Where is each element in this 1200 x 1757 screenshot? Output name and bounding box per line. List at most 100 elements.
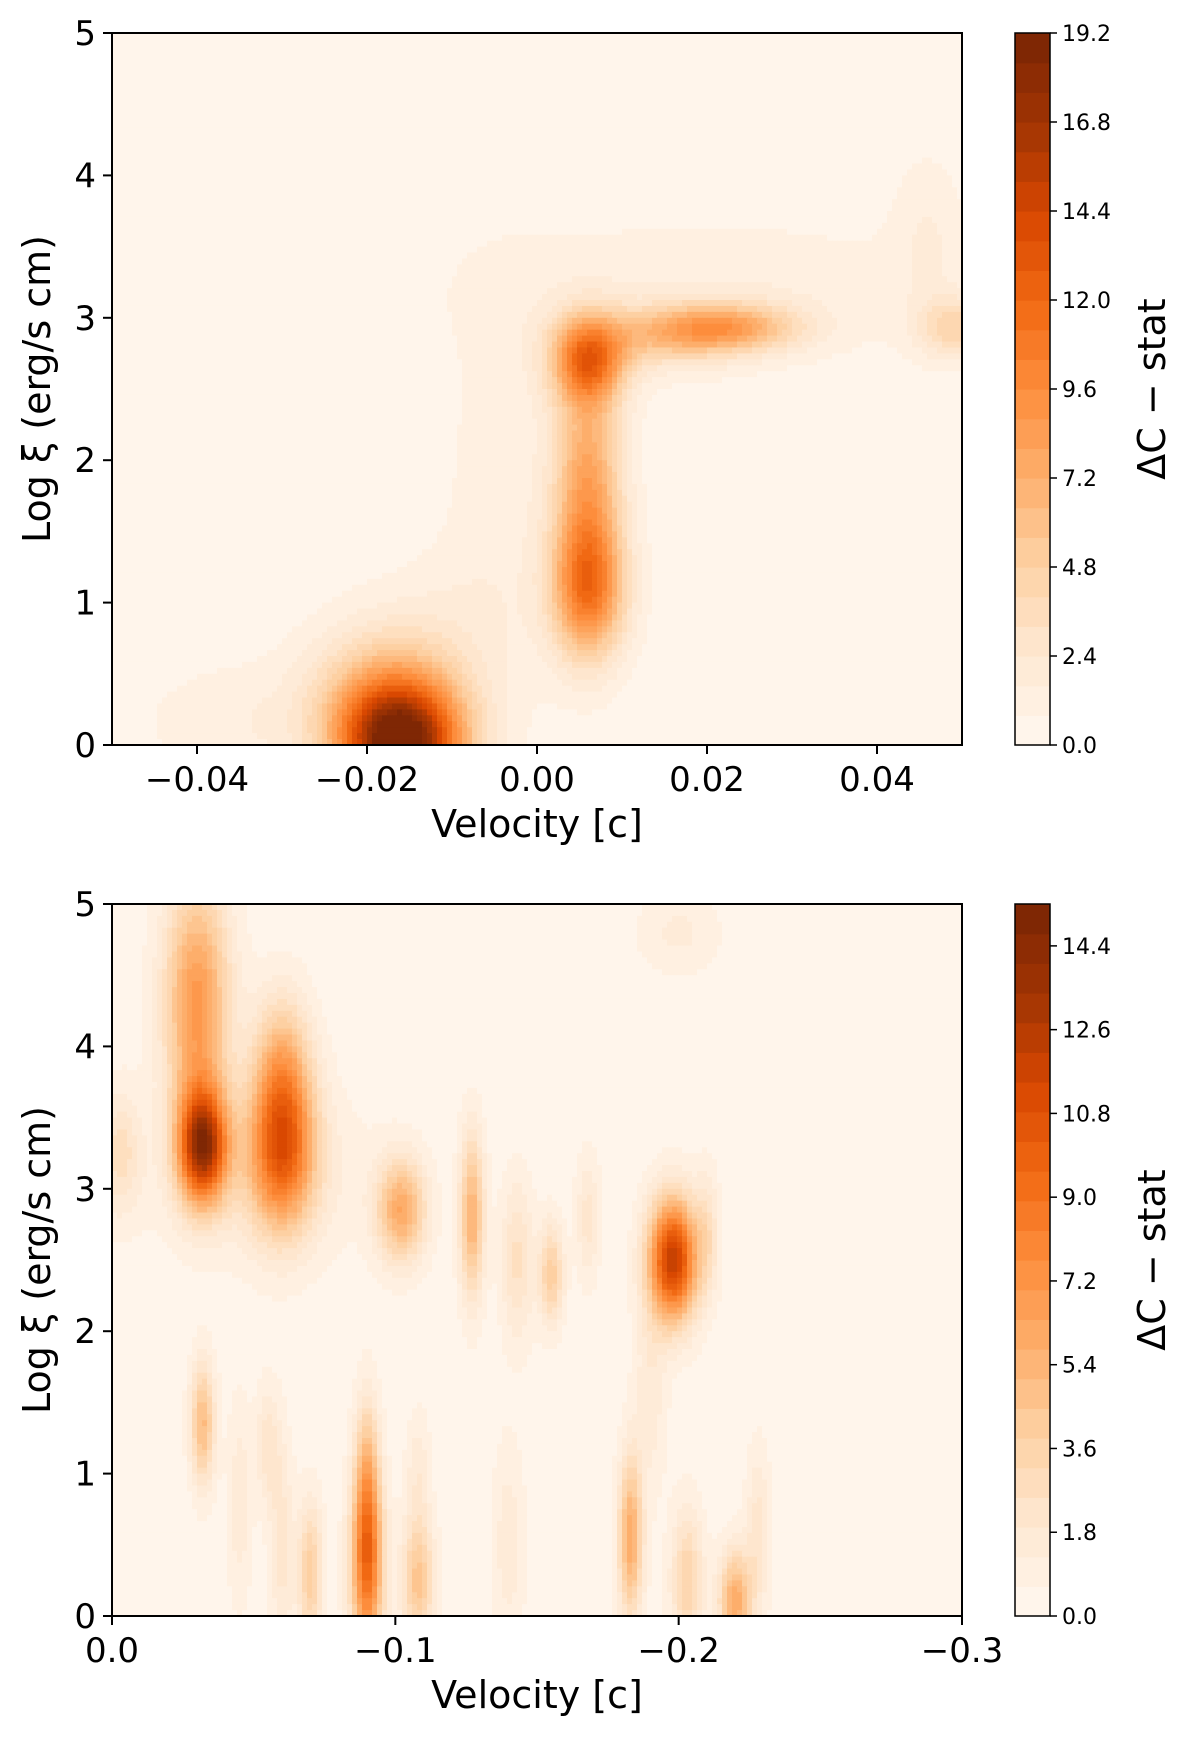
heatmap-cell: [712, 164, 718, 171]
heatmap-cell: [117, 164, 123, 171]
heatmap-cell: [912, 140, 918, 147]
heatmap-cell: [662, 169, 668, 176]
heatmap-cell: [332, 104, 338, 111]
heatmap-cell: [537, 164, 543, 171]
heatmap-cell: [677, 57, 683, 64]
heatmap-cell: [332, 80, 338, 87]
heatmap-cell: [212, 104, 218, 111]
heatmap-cell: [142, 51, 148, 58]
heatmap-cell: [632, 45, 638, 52]
heatmap-cell: [212, 80, 218, 87]
heatmap-cell: [302, 104, 308, 111]
heatmap-cell: [932, 69, 938, 76]
heatmap-cell: [367, 104, 373, 111]
heatmap-cell: [802, 122, 808, 129]
heatmap-cell: [922, 140, 928, 147]
heatmap-cell: [162, 92, 168, 99]
heatmap-cell: [377, 63, 383, 70]
heatmap-cell: [152, 110, 158, 117]
heatmap-cell: [752, 181, 758, 188]
heatmap-cell: [172, 146, 178, 153]
heatmap-cell: [492, 69, 498, 76]
heatmap-cell: [197, 122, 203, 129]
heatmap-cell: [872, 51, 878, 58]
heatmap-cell: [502, 92, 508, 99]
heatmap-cell: [952, 134, 958, 141]
heatmap-cell: [907, 110, 913, 117]
heatmap-cell: [822, 134, 828, 141]
heatmap-cell: [552, 63, 558, 70]
heatmap-cell: [447, 45, 453, 52]
heatmap-cell: [132, 164, 138, 171]
heatmap-cell: [437, 128, 443, 135]
heatmap-cell: [147, 98, 153, 105]
heatmap-cell: [667, 122, 673, 129]
heatmap-cell: [797, 158, 803, 165]
heatmap-cell: [322, 45, 328, 52]
heatmap-cell: [587, 158, 593, 165]
heatmap-cell: [282, 39, 288, 46]
heatmap-cell: [672, 134, 678, 141]
heatmap-cell: [922, 116, 928, 123]
heatmap-cell: [237, 45, 243, 52]
heatmap-cell: [432, 134, 438, 141]
heatmap-cell: [212, 128, 218, 135]
heatmap-cell: [137, 98, 143, 105]
heatmap-cell: [217, 45, 223, 52]
heatmap-cell: [912, 39, 918, 46]
heatmap-cell: [737, 45, 743, 52]
heatmap-cell: [247, 134, 253, 141]
heatmap-cell: [482, 51, 488, 58]
heatmap-cell: [267, 146, 273, 153]
heatmap-cell: [232, 164, 238, 171]
heatmap-cell: [857, 175, 863, 182]
heatmap-cell: [367, 122, 373, 129]
heatmap-cell: [582, 175, 588, 182]
heatmap-cell: [432, 75, 438, 82]
heatmap-cell: [832, 175, 838, 182]
heatmap-cell: [347, 86, 353, 93]
heatmap-cell: [172, 122, 178, 129]
heatmap-cell: [702, 69, 708, 76]
heatmap-cell: [392, 122, 398, 129]
heatmap-cell: [292, 122, 298, 129]
heatmap-cell: [392, 57, 398, 64]
heatmap-cell: [167, 51, 173, 58]
heatmap-cell: [682, 69, 688, 76]
heatmap-cell: [367, 158, 373, 165]
heatmap-cell: [732, 134, 738, 141]
heatmap-cell: [642, 39, 648, 46]
heatmap-cell: [542, 122, 548, 129]
heatmap-cell: [337, 57, 343, 64]
heatmap-cell: [207, 57, 213, 64]
heatmap-cell: [242, 175, 248, 182]
heatmap-cell: [372, 134, 378, 141]
heatmap-cell: [447, 80, 453, 87]
heatmap-cell: [862, 98, 868, 105]
heatmap-cell: [327, 169, 333, 176]
heatmap-cell: [827, 63, 833, 70]
heatmap-cell: [602, 134, 608, 141]
heatmap-cell: [722, 57, 728, 64]
heatmap-cell: [902, 69, 908, 76]
heatmap-cell: [562, 57, 568, 64]
heatmap-cell: [367, 45, 373, 52]
heatmap-cell: [382, 39, 388, 46]
heatmap-cell: [932, 134, 938, 141]
heatmap-cell: [142, 69, 148, 76]
heatmap-cell: [432, 86, 438, 93]
heatmap-cell: [162, 69, 168, 76]
heatmap-cell: [202, 146, 208, 153]
heatmap-cell: [752, 134, 758, 141]
heatmap-cell: [362, 175, 368, 182]
heatmap-cell: [217, 116, 223, 123]
heatmap-cell: [797, 110, 803, 117]
heatmap-cell: [157, 122, 163, 129]
heatmap-cell: [212, 134, 218, 141]
heatmap-cell: [607, 51, 613, 58]
heatmap-cell: [257, 134, 263, 141]
heatmap-cell: [647, 175, 653, 182]
heatmap-cell: [922, 63, 928, 70]
heatmap-cell: [287, 80, 293, 87]
heatmap-cell: [392, 98, 398, 105]
